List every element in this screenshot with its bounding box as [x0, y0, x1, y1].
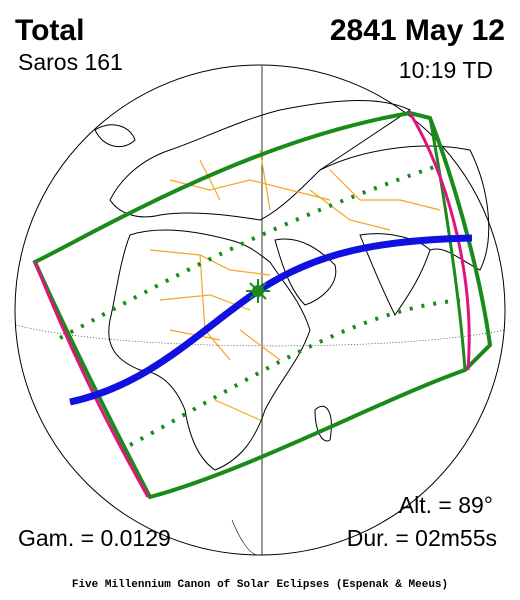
- duration: Dur. = 02m55s: [347, 525, 497, 551]
- rise-limit: [33, 261, 150, 498]
- meridian-arc: [231, 519, 259, 556]
- eclipse-type: Total: [15, 14, 84, 47]
- sunset-line: [428, 117, 467, 371]
- madagascar: [314, 405, 332, 442]
- iceland: [94, 124, 136, 148]
- eclipse-date: 2841 May 12: [330, 14, 505, 47]
- set-limit: [408, 112, 471, 371]
- footer: Five Millennium Canon of Solar Eclipses …: [72, 579, 448, 591]
- globe: [14, 64, 506, 556]
- time: 10:19 TD: [399, 57, 493, 83]
- penumbra-outline: [32, 110, 493, 500]
- altitude: Alt. = 89°: [399, 492, 493, 518]
- india: [359, 233, 431, 316]
- africa: [108, 229, 311, 471]
- europe: [109, 100, 411, 221]
- saros: Saros 161: [18, 49, 123, 75]
- southern-limit: [129, 298, 463, 447]
- greatest-eclipse: [246, 279, 270, 303]
- gamma: Gam. = 0.0129: [18, 525, 171, 551]
